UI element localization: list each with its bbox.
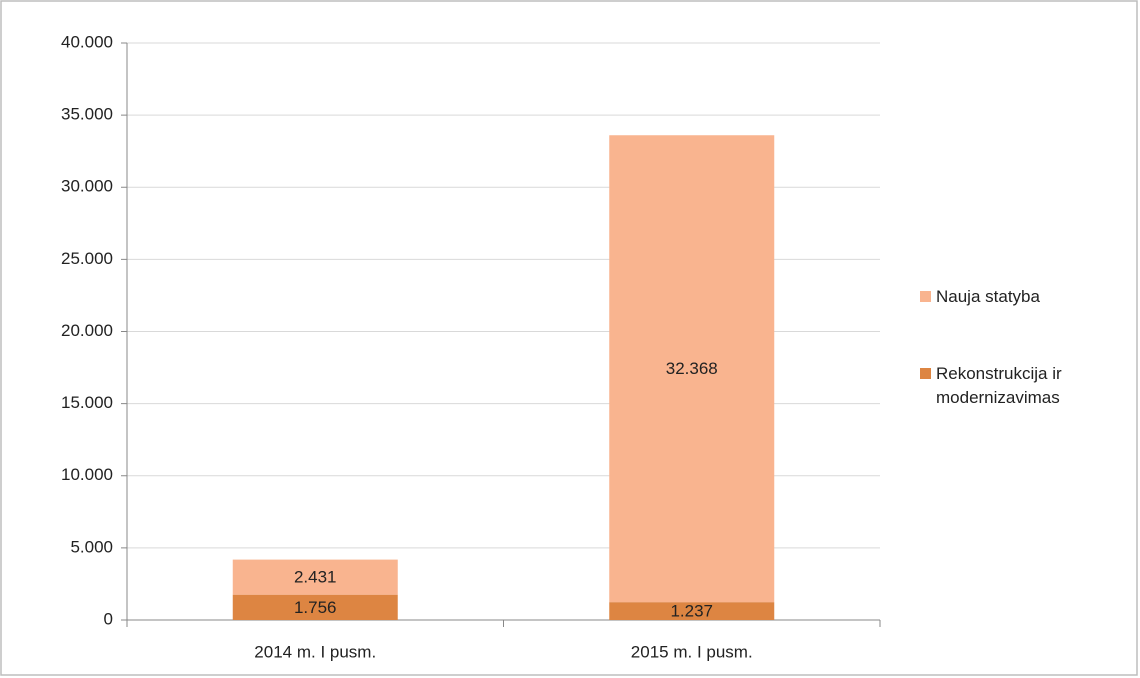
legend-swatch	[920, 291, 931, 302]
y-tick-label: 25.000	[61, 249, 113, 268]
legend-label: Rekonstrukcija ir modernizavimas	[936, 364, 1062, 407]
y-tick-label: 0	[104, 609, 113, 628]
bar-segment	[609, 602, 775, 620]
bar-segment	[609, 135, 775, 603]
x-tick-label: 2015 m. I pusm.	[631, 642, 753, 661]
data-label: 1.756	[294, 598, 337, 617]
bar-segment	[232, 594, 398, 620]
legend-label: Nauja statyba	[936, 287, 1040, 306]
legend-item: Nauja statyba	[920, 285, 1120, 309]
y-tick-label: 10.000	[61, 465, 113, 484]
y-tick-label: 20.000	[61, 321, 113, 340]
y-tick-label: 40.000	[61, 32, 113, 51]
data-label: 32.368	[666, 359, 718, 378]
x-tick-label: 2014 m. I pusm.	[254, 642, 376, 661]
y-tick-label: 35.000	[61, 105, 113, 124]
legend-item: Rekonstrukcija ir modernizavimas	[920, 362, 1120, 410]
y-tick-label: 30.000	[61, 177, 113, 196]
y-tick-label: 5.000	[70, 537, 113, 556]
y-tick-label: 15.000	[61, 393, 113, 412]
legend-swatch	[920, 368, 931, 379]
bar-segment	[232, 559, 398, 595]
data-label: 1.237	[670, 602, 713, 621]
data-label: 2.431	[294, 568, 337, 587]
